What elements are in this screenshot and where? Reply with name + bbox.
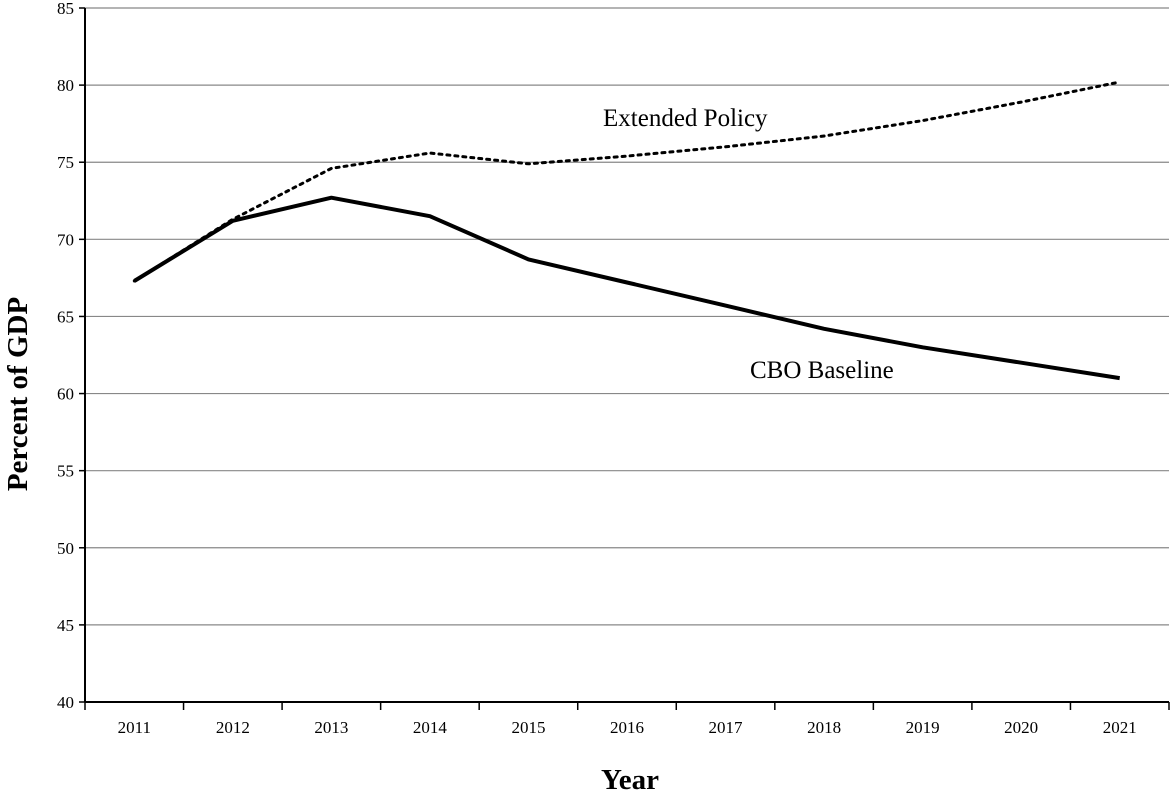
x-tick-label-2020: 2020 [1004,718,1038,737]
y-axis-ticks: 40 45 50 55 60 65 70 75 80 85 [57,0,85,712]
x-tick-label-2018: 2018 [807,718,841,737]
y-tick-label-85: 85 [57,0,74,18]
x-tick-label-2011: 2011 [118,718,151,737]
x-tick-label-2014: 2014 [413,718,448,737]
y-tick-label-65: 65 [57,307,74,326]
series-lines [132,80,1122,381]
series-line-extended-policy [132,80,1122,283]
gridlines [85,7,1169,626]
x-tick-label-2013: 2013 [314,718,348,737]
x-tick-label-2015: 2015 [511,718,545,737]
y-tick-label-55: 55 [57,462,74,481]
axes [84,8,1169,703]
x-axis-title: Year [601,764,659,796]
y-tick-label-70: 70 [57,230,74,249]
x-tick-label-2017: 2017 [709,718,744,737]
x-axis-ticks: 2011 2012 2013 2014 2015 2016 2017 2018 2019 2020… [84,702,1170,737]
y-tick-label-40: 40 [57,693,74,712]
y-tick-label-45: 45 [57,616,74,635]
x-tick-label-2016: 2016 [610,718,644,737]
series-label-extended-policy: Extended Policy [603,105,768,132]
y-tick-label-75: 75 [57,153,74,172]
y-tick-label-80: 80 [57,76,74,95]
x-tick-label-2019: 2019 [906,718,940,737]
y-axis-title: Percent of GDP [2,297,34,491]
y-tick-label-50: 50 [57,539,74,558]
x-tick-label-2021: 2021 [1103,718,1137,737]
x-tick-label-2012: 2012 [216,718,250,737]
y-tick-label-60: 60 [57,385,74,404]
series-line-cbo-baseline [133,195,1121,381]
series-labels: CBO Baseline Extended Policy [603,105,894,384]
series-label-cbo-baseline: CBO Baseline [750,357,894,384]
